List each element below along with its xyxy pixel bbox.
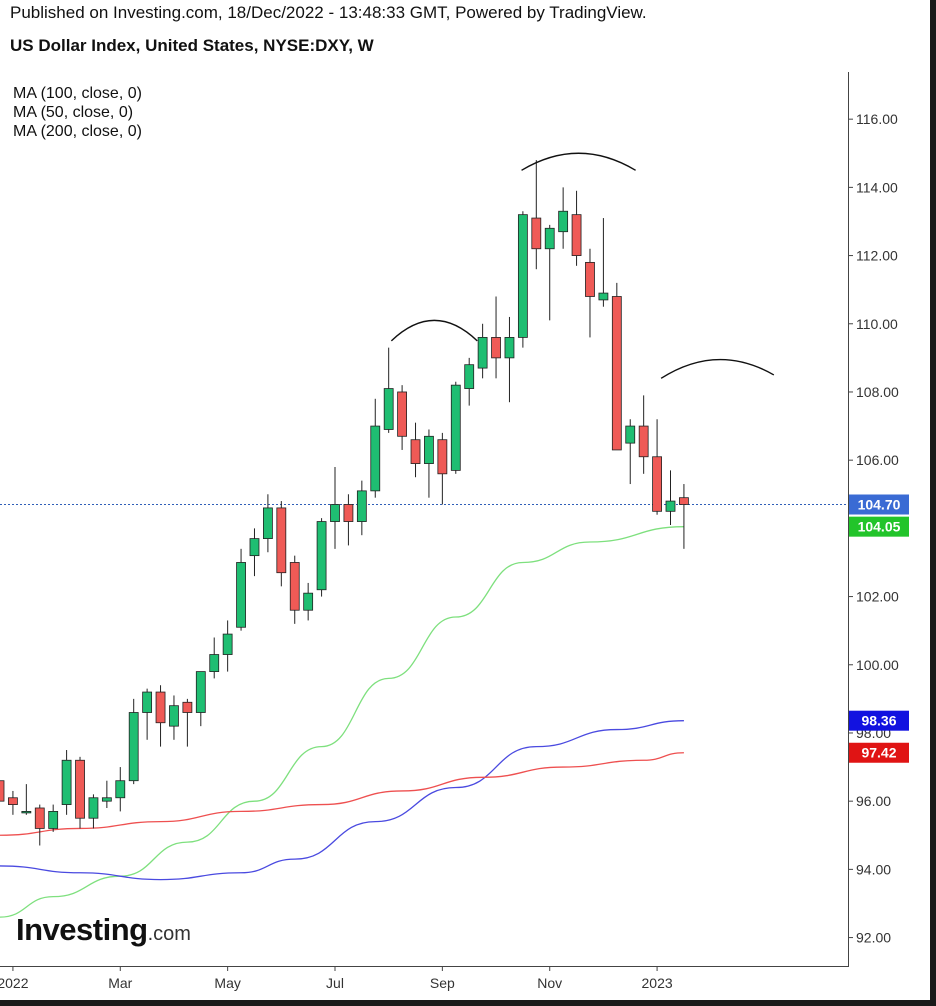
candle-body [155, 691, 166, 724]
candle-body [679, 497, 689, 505]
candle-body [517, 214, 528, 338]
candle-body [544, 227, 555, 250]
candle-body [424, 435, 434, 464]
y-tick-label: 106.00 [856, 452, 899, 468]
candle-body [383, 388, 394, 430]
candle-body [598, 292, 609, 301]
legend-ma-50: MA (50, close, 0) [13, 104, 134, 121]
candle-body [477, 337, 488, 369]
x-tick-label: 2022 [0, 975, 29, 991]
candle-body [115, 780, 126, 799]
candle-body [450, 384, 461, 471]
y-tick-label: 108.00 [856, 384, 899, 400]
price-marker-label: 98.36 [861, 713, 896, 729]
candle-body [289, 562, 300, 611]
candle-body [182, 701, 193, 713]
candle-body [437, 439, 448, 475]
candle-body [558, 210, 569, 233]
candle-body [128, 712, 139, 782]
y-tick-label: 116.00 [856, 111, 898, 127]
investing-logo: Investing.com [16, 912, 191, 948]
price-marker-label: 104.05 [858, 519, 901, 535]
candle-body [531, 217, 542, 250]
candle-body [611, 296, 622, 451]
candle-body [370, 425, 381, 492]
y-tick-label: 114.00 [856, 179, 898, 195]
candle-body [8, 797, 18, 805]
candle-body [464, 364, 475, 389]
price-marker-box [849, 494, 909, 515]
candle-body [356, 490, 367, 522]
candle-body [169, 705, 179, 727]
logo-main-text: Investing [16, 912, 148, 947]
candle-body [236, 562, 246, 628]
candle-body [303, 592, 314, 611]
candle-body [222, 633, 233, 655]
x-tick-label: May [214, 975, 240, 991]
price-marker-box [849, 710, 909, 731]
candle-body [571, 214, 582, 256]
logo-suffix-text: .com [147, 923, 191, 945]
y-tick-label: 112.00 [856, 248, 898, 264]
chart-title: US Dollar Index, United States, NYSE:DXY… [10, 36, 374, 55]
ma-line [0, 720, 684, 881]
candle-body [0, 780, 5, 802]
price-marker-label: 97.42 [861, 745, 896, 761]
candle-body [262, 507, 273, 540]
x-tick-label: Jul [326, 975, 344, 991]
candle-body [249, 538, 260, 557]
candle-body [316, 521, 327, 591]
x-tick-label: Nov [537, 975, 562, 991]
candle-body [276, 507, 287, 574]
legend-ma-200: MA (200, close, 0) [13, 123, 142, 140]
candle-body [504, 337, 515, 359]
candle-body [61, 759, 72, 805]
y-tick-label: 100.00 [856, 657, 899, 673]
candle-body [625, 425, 636, 444]
candle-body [330, 504, 340, 522]
candle-body [397, 391, 408, 437]
candle-body [21, 811, 32, 814]
candle-body [195, 671, 206, 713]
candle-body [638, 425, 649, 458]
x-tick-label: Sep [430, 975, 455, 991]
candle-body [142, 691, 153, 713]
candle-body [209, 654, 220, 672]
candle-body [101, 797, 112, 802]
price-marker-box [849, 742, 909, 763]
candle-body [410, 439, 421, 464]
candle-body [88, 797, 99, 819]
candle-body [343, 504, 354, 522]
candle-body [491, 337, 501, 359]
indicator-legend: MA (100, close, 0) MA (50, close, 0) MA … [13, 84, 142, 141]
published-note: Published on Investing.com, 18/Dec/2022 … [10, 3, 647, 22]
candle-body [665, 500, 676, 512]
x-tick-label: Mar [108, 975, 132, 991]
y-tick-label: 102.00 [856, 589, 899, 605]
candle-body [48, 811, 59, 829]
legend-ma-100: MA (100, close, 0) [13, 85, 142, 102]
x-tick-label: 2023 [642, 975, 673, 991]
pattern-arc [521, 152, 636, 171]
pattern-arc [390, 319, 478, 342]
candle-body [75, 759, 85, 819]
y-tick-label: 96.00 [856, 793, 891, 809]
price-marker-label: 104.70 [858, 497, 901, 513]
price-marker-box [849, 516, 909, 537]
ma-line [0, 752, 684, 836]
candle-body [585, 261, 595, 297]
candle-body [34, 807, 45, 829]
candle-body [652, 456, 662, 512]
ma-line [0, 526, 684, 918]
y-tick-label: 94.00 [856, 861, 891, 877]
y-tick-label: 110.00 [856, 316, 898, 332]
pattern-arc [660, 358, 775, 379]
y-tick-label: 92.00 [856, 930, 891, 946]
